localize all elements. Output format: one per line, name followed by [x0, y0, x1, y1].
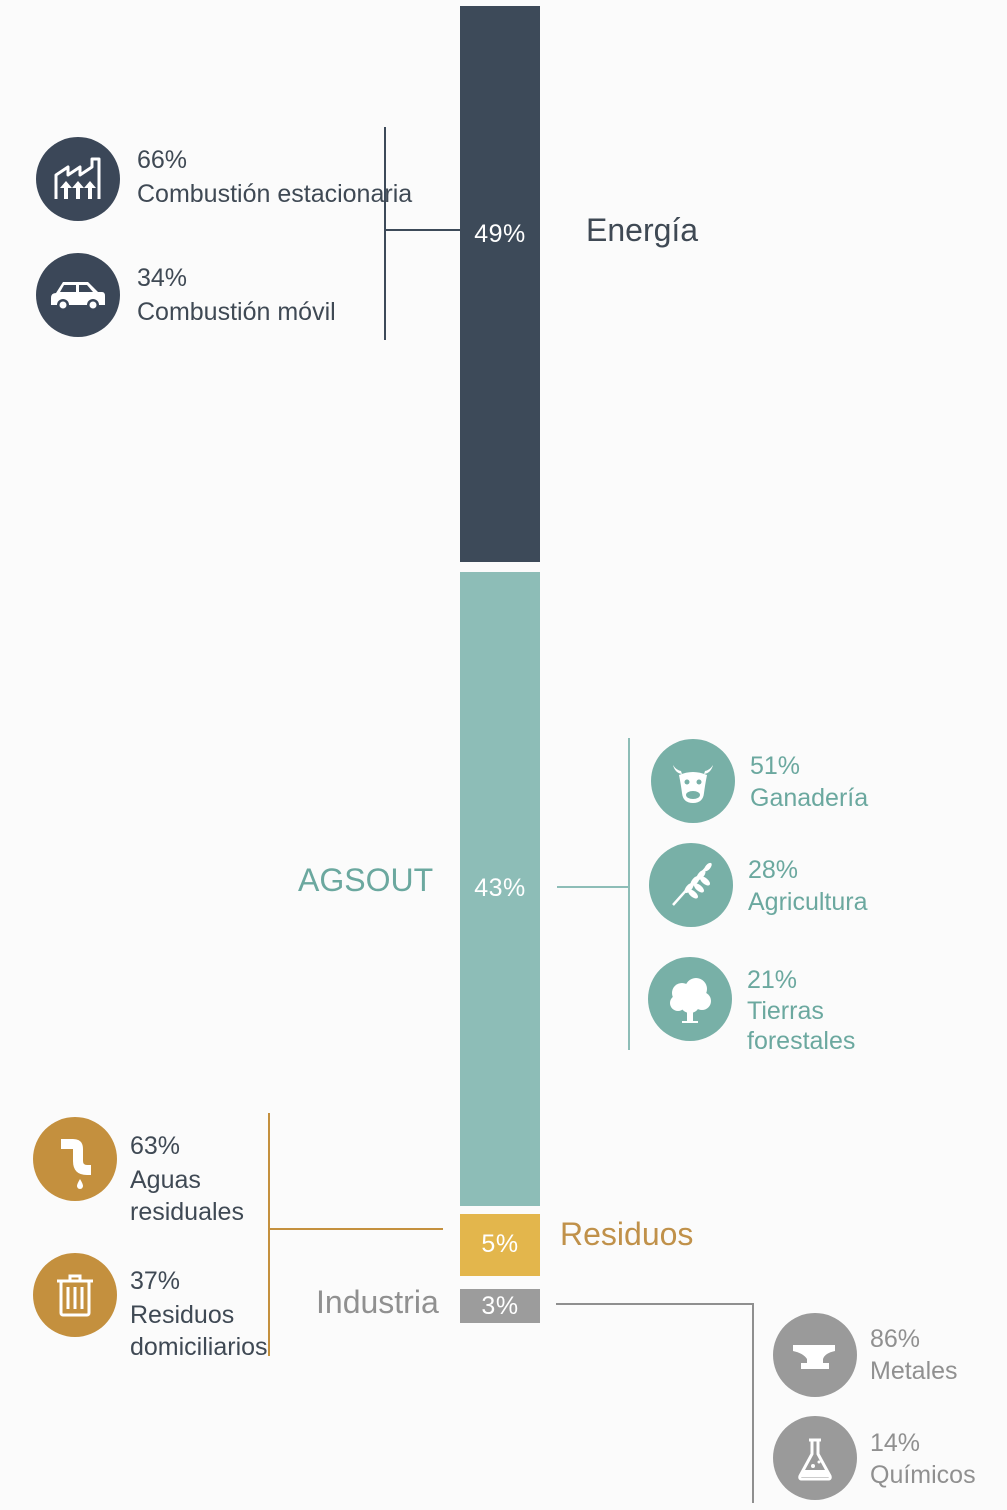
agricultura-label: Agricultura [748, 888, 868, 916]
combustion-movil-label: Combustión móvil [137, 298, 336, 326]
aguas-residuales-label: Aguas residuales [130, 1166, 244, 1226]
agsout-pct-label: 43% [474, 874, 526, 902]
metales-label: Metales [870, 1357, 958, 1385]
agsout-connector [557, 886, 629, 888]
wheat-icon [649, 843, 733, 927]
industria-bracket [752, 1303, 754, 1503]
car-icon [36, 253, 120, 337]
residuos-domiciliarios-label: Residuos domiciliarios [130, 1301, 268, 1361]
industria-pct-label: 3% [481, 1292, 519, 1320]
bar-segment-agsout [460, 572, 540, 1206]
bar-segment-residuos [460, 1214, 540, 1276]
sector-label-residuos: Residuos [560, 1216, 694, 1252]
quimicos-pct: 14% [870, 1429, 921, 1457]
factory-icon [36, 137, 120, 221]
tree-icon [648, 957, 732, 1041]
tierras-forestales-pct: 21% [747, 966, 798, 994]
energia-pct-label: 49% [474, 220, 526, 248]
agsout-bracket [628, 738, 630, 1050]
combustion-estacionaria-label: Combustión estacionaria [137, 180, 413, 208]
trash-icon [33, 1253, 117, 1337]
combustion-movil-pct: 34% [137, 264, 188, 292]
residuos-bracket [268, 1113, 270, 1356]
anvil-icon [773, 1313, 857, 1397]
agricultura-pct: 28% [748, 856, 799, 884]
pipe-icon [33, 1117, 117, 1201]
cow-icon [651, 739, 735, 823]
sector-label-industria: Industria [316, 1284, 439, 1320]
combustion-estacionaria-pct: 66% [137, 146, 188, 174]
bar-segment-energia [460, 6, 540, 562]
sector-label-energia: Energía [586, 212, 699, 248]
flask-icon [773, 1416, 857, 1500]
bar-segment-industria [460, 1289, 540, 1323]
residuos-pct-label: 5% [481, 1230, 519, 1258]
residuos-domiciliarios-pct: 37% [130, 1267, 181, 1295]
industria-connector [556, 1303, 753, 1305]
energia-bracket [384, 127, 386, 340]
metales-pct: 86% [870, 1325, 921, 1353]
quimicos-label: Químicos [870, 1461, 976, 1489]
ganaderia-pct: 51% [750, 752, 801, 780]
ganaderia-label: Ganadería [750, 784, 869, 812]
aguas-residuales-pct: 63% [130, 1132, 181, 1160]
tierras-forestales-label: Tierras forestales [747, 997, 856, 1055]
sector-label-agsout: AGSOUT [298, 862, 434, 898]
energia-connector [384, 229, 460, 231]
residuos-connector [268, 1228, 443, 1230]
